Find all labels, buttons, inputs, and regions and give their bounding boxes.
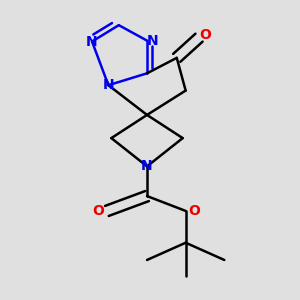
Text: O: O <box>188 204 200 218</box>
Text: O: O <box>92 204 104 218</box>
Text: N: N <box>103 78 114 92</box>
Text: N: N <box>141 159 153 173</box>
Text: N: N <box>147 34 158 48</box>
Text: O: O <box>200 28 211 42</box>
Text: N: N <box>86 34 98 49</box>
